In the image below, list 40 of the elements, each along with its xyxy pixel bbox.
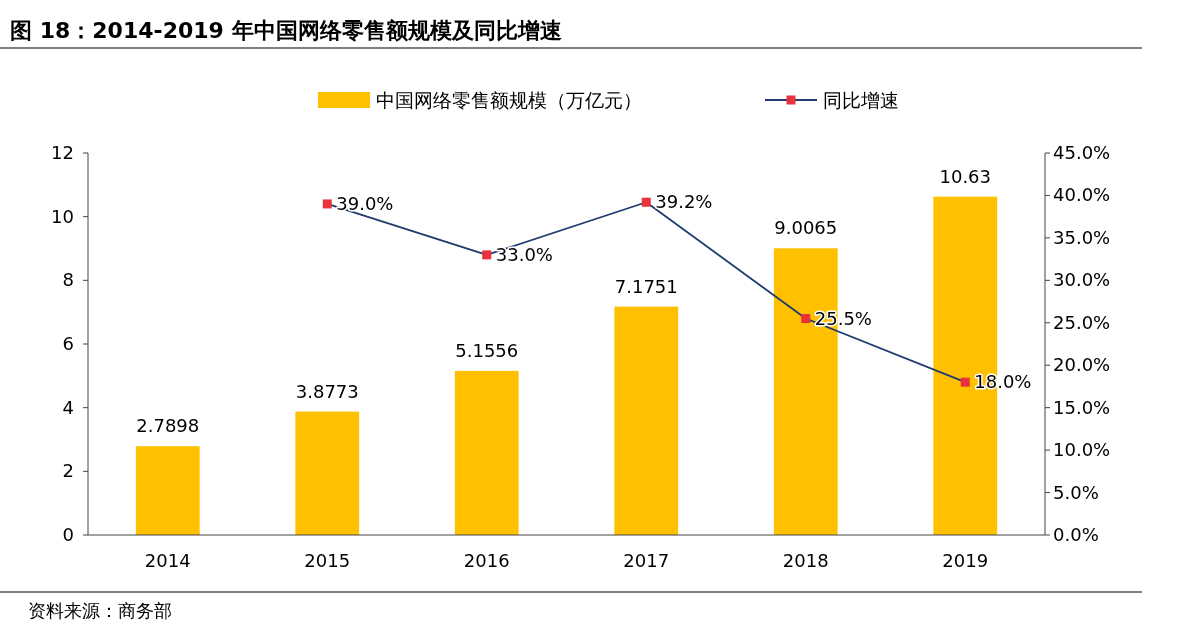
chart-title: 图 18：2014-2019 年中国网络零售额规模及同比增速 (10, 18, 562, 43)
y-tick-label: 0 (62, 524, 74, 545)
y2-tick-label: 25.0% (1053, 311, 1111, 333)
text: 资料来源：商务部 (28, 600, 172, 621)
data-label: 39.2% (655, 191, 713, 213)
data-label: 10.63 (939, 165, 992, 187)
data-label: 2.7898 (136, 415, 200, 437)
y-tick-label: 4 (62, 396, 74, 418)
x-tick-label: 2016 (463, 550, 510, 571)
legend-label: 中国网络零售额规模（万亿元） (376, 89, 642, 111)
x-tick-label: 2014 (144, 550, 191, 571)
y2-tick-label: 0.0% (1053, 524, 1099, 545)
x-tick-label: 2015 (304, 550, 351, 571)
bar (135, 446, 200, 535)
y-tick-label: 6 (62, 333, 74, 354)
data-label: 5.1556 (455, 339, 519, 361)
legend-label: 同比增速 (823, 89, 899, 111)
y2-tick-label: 30.0% (1053, 269, 1111, 291)
y2-tick-label: 35.0% (1053, 226, 1111, 248)
x-tick-label: 2018 (782, 550, 829, 571)
data-label: 33.0% (495, 243, 553, 265)
y2-tick-label: 40.0% (1053, 184, 1111, 206)
y2-tick-label: 20.0% (1053, 354, 1111, 376)
y-tick-label: 8 (62, 269, 74, 291)
x-tick-label: 2019 (942, 550, 989, 571)
data-label: 7.1751 (614, 275, 678, 297)
y-tick-label: 10 (51, 205, 74, 227)
data-label: 9.0065 (774, 217, 838, 239)
y2-tick-label: 5.0% (1053, 481, 1099, 503)
y-tick-label: 12 (51, 142, 74, 163)
data-label: 3.8773 (295, 380, 359, 402)
y2-tick-label: 15.0% (1053, 396, 1111, 418)
y2-tick-label: 45.0% (1053, 142, 1111, 163)
bar (454, 370, 519, 535)
y-tick-label: 2 (62, 460, 74, 482)
bar (614, 306, 679, 535)
data-label: 39.0% (336, 192, 394, 214)
y2-tick-label: 10.0% (1053, 439, 1111, 461)
x-tick-label: 2017 (623, 550, 670, 571)
bar (295, 411, 360, 535)
